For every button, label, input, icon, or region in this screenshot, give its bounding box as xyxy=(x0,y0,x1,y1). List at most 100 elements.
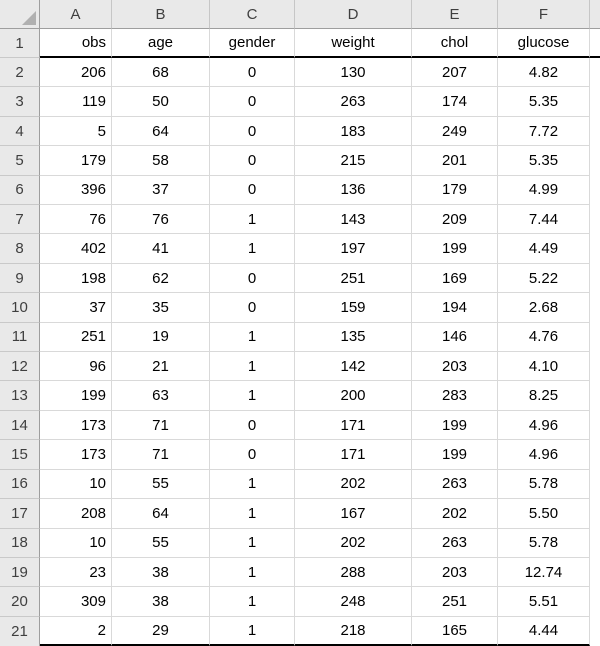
cell-B17[interactable]: 64 xyxy=(112,499,210,529)
cell-B20[interactable]: 38 xyxy=(112,587,210,617)
cell-A8[interactable]: 402 xyxy=(40,234,112,264)
cell-F1[interactable]: glucose xyxy=(498,29,590,58)
cell-C1[interactable]: gender xyxy=(210,29,295,58)
cell-C9[interactable]: 0 xyxy=(210,263,295,294)
cell-F20[interactable]: 5.51 xyxy=(498,587,590,617)
cell-F16[interactable]: 5.78 xyxy=(498,469,590,500)
cell-A21[interactable]: 2 xyxy=(40,616,112,646)
cell-F12[interactable]: 4.10 xyxy=(498,352,590,382)
row-header-5[interactable]: 5 xyxy=(0,146,40,176)
empty-cell[interactable] xyxy=(590,440,600,469)
cell-C3[interactable]: 0 xyxy=(210,87,295,117)
cell-D20[interactable]: 248 xyxy=(295,587,412,617)
cell-B11[interactable]: 19 xyxy=(112,322,210,353)
cell-A10[interactable]: 37 xyxy=(40,293,112,323)
cell-E6[interactable]: 179 xyxy=(412,175,498,206)
cell-F5[interactable]: 5.35 xyxy=(498,146,590,176)
cell-E7[interactable]: 209 xyxy=(412,205,498,235)
cell-E21[interactable]: 165 xyxy=(412,616,498,646)
column-header-E[interactable]: E xyxy=(412,0,498,29)
cell-F10[interactable]: 2.68 xyxy=(498,293,590,323)
empty-cell[interactable] xyxy=(590,323,600,352)
cell-A4[interactable]: 5 xyxy=(40,116,112,147)
column-header-B[interactable]: B xyxy=(112,0,210,29)
cell-B6[interactable]: 37 xyxy=(112,175,210,206)
cell-B13[interactable]: 63 xyxy=(112,381,210,411)
cell-E4[interactable]: 249 xyxy=(412,116,498,147)
empty-cell[interactable] xyxy=(590,381,600,410)
cell-E17[interactable]: 202 xyxy=(412,499,498,529)
cell-F4[interactable]: 7.72 xyxy=(498,116,590,147)
cell-F11[interactable]: 4.76 xyxy=(498,322,590,353)
cell-E20[interactable]: 251 xyxy=(412,587,498,617)
cell-E1[interactable]: chol xyxy=(412,29,498,58)
cell-A3[interactable]: 119 xyxy=(40,87,112,117)
cell-B16[interactable]: 55 xyxy=(112,469,210,500)
row-header-7[interactable]: 7 xyxy=(0,205,40,235)
cell-D16[interactable]: 202 xyxy=(295,469,412,500)
empty-cell[interactable] xyxy=(590,176,600,205)
cell-D7[interactable]: 143 xyxy=(295,205,412,235)
cell-F13[interactable]: 8.25 xyxy=(498,381,590,411)
cell-B14[interactable]: 71 xyxy=(112,410,210,441)
cell-E13[interactable]: 283 xyxy=(412,381,498,411)
empty-cell[interactable] xyxy=(590,558,600,587)
row-header-1[interactable]: 1 xyxy=(0,29,40,58)
cell-B15[interactable]: 71 xyxy=(112,440,210,470)
cell-A13[interactable]: 199 xyxy=(40,381,112,411)
row-header-4[interactable]: 4 xyxy=(0,116,40,147)
cell-A1[interactable]: obs xyxy=(40,29,112,58)
cell-B3[interactable]: 50 xyxy=(112,87,210,117)
cell-C6[interactable]: 0 xyxy=(210,175,295,206)
cell-B5[interactable]: 58 xyxy=(112,146,210,176)
cell-A5[interactable]: 179 xyxy=(40,146,112,176)
cell-D3[interactable]: 263 xyxy=(295,87,412,117)
cell-D21[interactable]: 218 xyxy=(295,616,412,646)
cell-B19[interactable]: 38 xyxy=(112,557,210,588)
cell-A11[interactable]: 251 xyxy=(40,322,112,353)
cell-E5[interactable]: 201 xyxy=(412,146,498,176)
row-header-3[interactable]: 3 xyxy=(0,87,40,117)
cell-B21[interactable]: 29 xyxy=(112,616,210,646)
cell-A20[interactable]: 309 xyxy=(40,587,112,617)
cell-B8[interactable]: 41 xyxy=(112,234,210,264)
cell-B9[interactable]: 62 xyxy=(112,263,210,294)
row-header-11[interactable]: 11 xyxy=(0,322,40,353)
cell-C17[interactable]: 1 xyxy=(210,499,295,529)
cell-D8[interactable]: 197 xyxy=(295,234,412,264)
cell-B7[interactable]: 76 xyxy=(112,205,210,235)
cell-C13[interactable]: 1 xyxy=(210,381,295,411)
cell-D15[interactable]: 171 xyxy=(295,440,412,470)
cell-B1[interactable]: age xyxy=(112,29,210,58)
column-header-C[interactable]: C xyxy=(210,0,295,29)
cell-E10[interactable]: 194 xyxy=(412,293,498,323)
empty-cell[interactable] xyxy=(590,146,600,175)
cell-B4[interactable]: 64 xyxy=(112,116,210,147)
column-header-F[interactable]: F xyxy=(498,0,590,29)
cell-D5[interactable]: 215 xyxy=(295,146,412,176)
cell-B10[interactable]: 35 xyxy=(112,293,210,323)
empty-cell[interactable] xyxy=(590,87,600,116)
cell-D12[interactable]: 142 xyxy=(295,352,412,382)
row-header-19[interactable]: 19 xyxy=(0,557,40,588)
empty-cell[interactable] xyxy=(590,529,600,558)
cell-A7[interactable]: 76 xyxy=(40,205,112,235)
cell-E9[interactable]: 169 xyxy=(412,263,498,294)
empty-cell[interactable] xyxy=(590,587,600,616)
cell-A19[interactable]: 23 xyxy=(40,557,112,588)
cell-A16[interactable]: 10 xyxy=(40,469,112,500)
cell-C5[interactable]: 0 xyxy=(210,146,295,176)
column-header-A[interactable]: A xyxy=(40,0,112,29)
row-header-18[interactable]: 18 xyxy=(0,528,40,558)
cell-A18[interactable]: 10 xyxy=(40,528,112,558)
empty-cell[interactable] xyxy=(590,29,600,58)
cell-D1[interactable]: weight xyxy=(295,29,412,58)
cell-C18[interactable]: 1 xyxy=(210,528,295,558)
row-header-14[interactable]: 14 xyxy=(0,410,40,441)
cell-E15[interactable]: 199 xyxy=(412,440,498,470)
cell-A15[interactable]: 173 xyxy=(40,440,112,470)
row-header-17[interactable]: 17 xyxy=(0,499,40,529)
cell-C2[interactable]: 0 xyxy=(210,58,295,88)
cell-A14[interactable]: 173 xyxy=(40,410,112,441)
empty-cell[interactable] xyxy=(590,293,600,322)
